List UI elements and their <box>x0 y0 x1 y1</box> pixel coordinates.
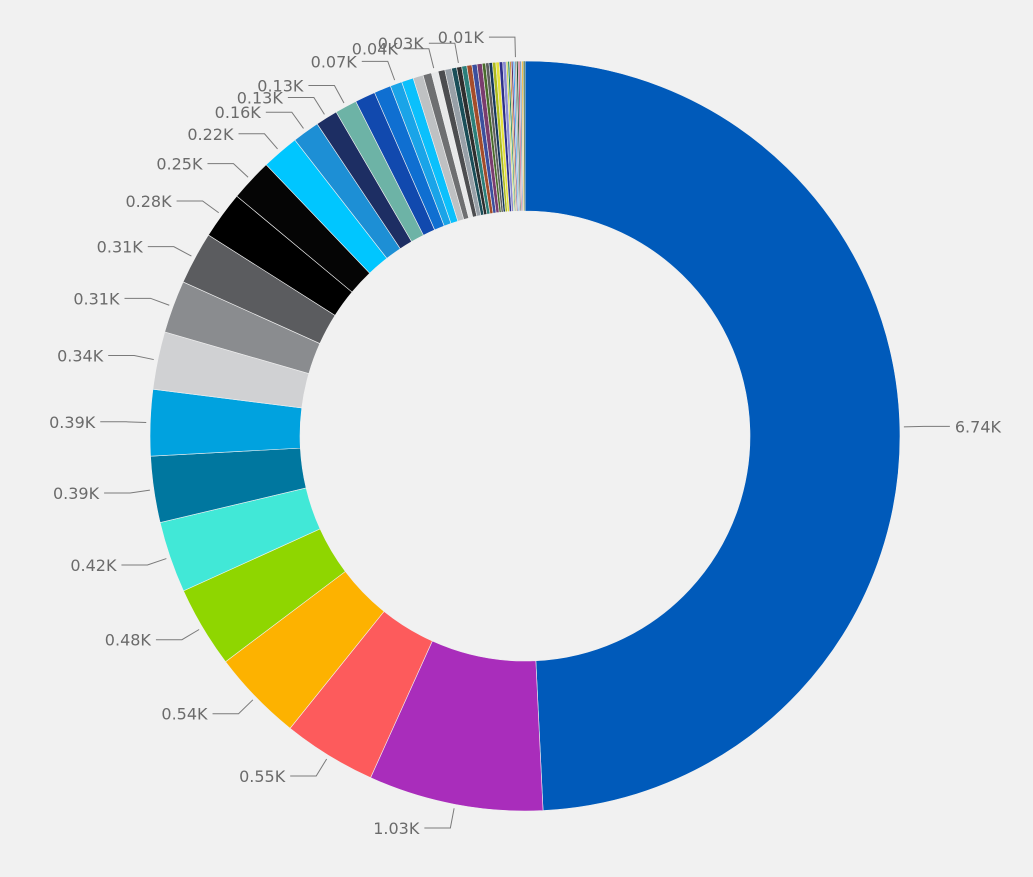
leader-line <box>308 85 344 103</box>
leader-line <box>100 422 146 423</box>
leader-line <box>489 37 516 57</box>
data-label: 0.31K <box>97 238 144 257</box>
data-label: 6.74K <box>955 417 1002 436</box>
donut-slices <box>150 61 900 811</box>
leader-line <box>238 134 277 149</box>
leader-line <box>108 356 154 360</box>
data-label: 0.34K <box>57 347 104 366</box>
data-label: 0.31K <box>73 289 120 308</box>
leader-line <box>121 559 166 565</box>
data-label: 0.28K <box>125 192 172 211</box>
data-label: 1.03K <box>373 819 420 838</box>
data-label: 0.07K <box>311 52 358 71</box>
data-label: 0.01K <box>438 28 485 47</box>
leader-line <box>124 298 169 305</box>
data-label: 0.48K <box>105 631 152 650</box>
data-label: 0.39K <box>49 413 96 432</box>
leader-line <box>362 61 395 80</box>
leader-line <box>213 700 253 714</box>
leader-line <box>177 201 219 213</box>
leader-line <box>148 247 192 256</box>
data-label: 0.25K <box>156 155 203 174</box>
leader-line <box>290 759 326 776</box>
data-label: 0.55K <box>239 767 286 786</box>
leader-line <box>104 490 150 493</box>
data-label: 0.03K <box>378 34 425 53</box>
donut-slice[interactable] <box>525 61 900 811</box>
leader-line <box>156 630 199 640</box>
data-label: 0.13K <box>257 76 304 95</box>
leader-line <box>207 164 248 178</box>
leader-line <box>424 808 454 828</box>
data-label: 0.22K <box>187 125 234 144</box>
data-label: 0.54K <box>161 705 208 724</box>
data-label: 0.39K <box>53 484 100 503</box>
leader-line <box>266 112 304 128</box>
data-label: 0.42K <box>70 556 117 575</box>
leader-line <box>288 97 325 114</box>
